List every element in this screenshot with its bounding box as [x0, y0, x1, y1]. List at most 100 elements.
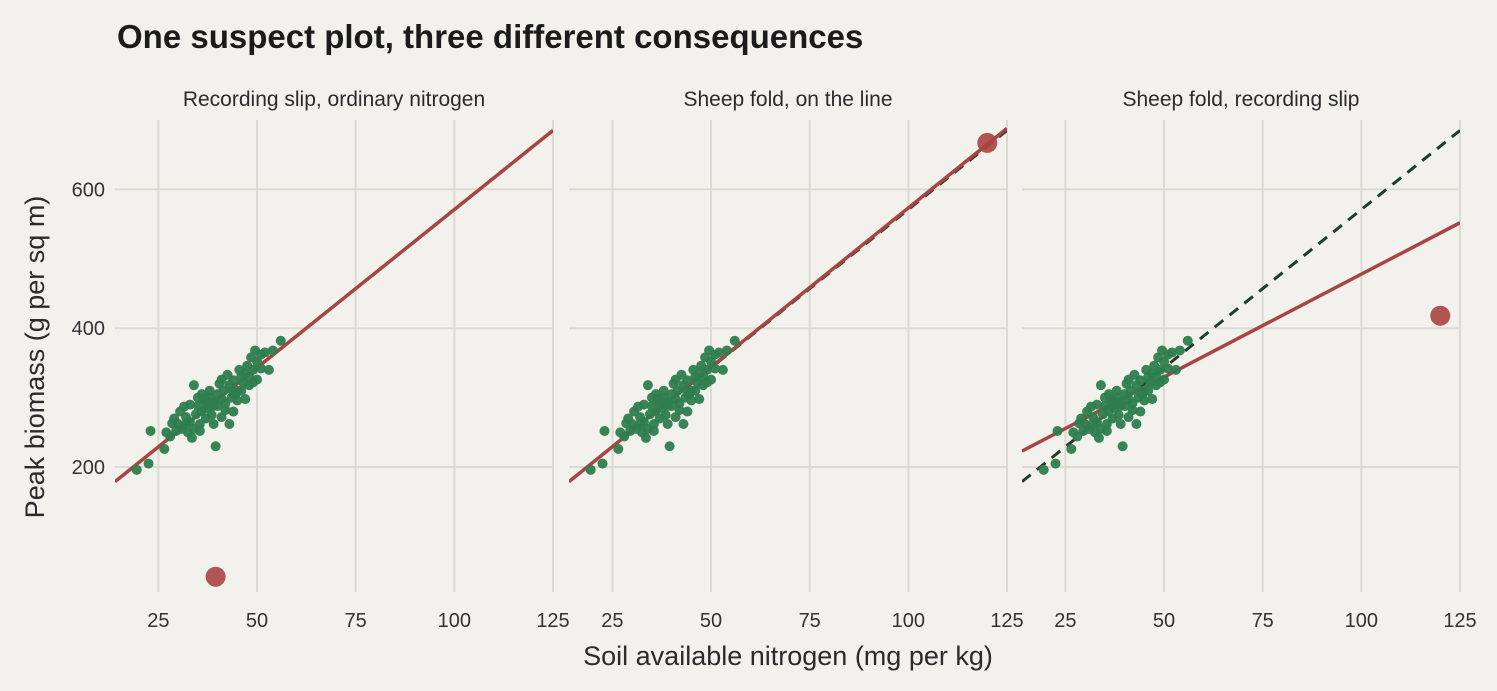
data-point [710, 363, 720, 374]
data-point [1107, 395, 1118, 406]
data-point [1115, 419, 1126, 430]
data-point [194, 425, 205, 436]
facet-title: Sheep fold, recording slip [1123, 88, 1360, 111]
data-point [721, 345, 732, 356]
data-point [204, 385, 215, 396]
suspect-point [205, 566, 226, 587]
plot-area [115, 120, 553, 592]
data-point [648, 425, 659, 436]
data-point [208, 400, 219, 411]
data-point [678, 419, 689, 430]
data-point [186, 432, 197, 443]
x-tick-label: 100 [1345, 610, 1378, 632]
suspect-point [977, 132, 998, 153]
data-point [674, 405, 685, 416]
data-point [702, 364, 713, 375]
data-point [224, 419, 235, 430]
data-point [1135, 406, 1146, 417]
data-point [613, 444, 624, 455]
data-point [1111, 385, 1122, 396]
data-point [256, 363, 266, 374]
data-point [252, 374, 263, 385]
data-point [1093, 432, 1104, 443]
data-point [145, 425, 156, 436]
facet-panel: Sheep fold, recording slip 25 50 75 100 125 [1022, 88, 1477, 632]
data-point [1066, 444, 1077, 455]
data-point [228, 406, 239, 417]
data-point [228, 375, 239, 386]
data-point [248, 364, 259, 375]
data-point [1135, 387, 1146, 398]
data-point [640, 432, 651, 443]
data-point [660, 410, 671, 420]
x-axis-title: Soil available nitrogen (mg per kg) [583, 641, 993, 671]
x-tick-label: 125 [990, 610, 1023, 632]
plot-area [1022, 120, 1460, 592]
data-point [263, 364, 274, 375]
data-point [654, 395, 665, 406]
data-points [131, 335, 286, 475]
data-point [216, 374, 227, 385]
refit-line [1022, 221, 1460, 453]
data-point [713, 347, 724, 358]
data-point [706, 374, 717, 385]
facet-panels: Recording slip, ordinary nitrogen 25 50 75 1… [72, 88, 1477, 632]
facet-panel: Recording slip, ordinary nitrogen 25 50 75 1… [72, 88, 570, 632]
data-point [597, 458, 608, 469]
data-point [1135, 375, 1146, 386]
x-tick-label: 100 [438, 610, 471, 632]
data-point [658, 385, 669, 396]
data-point [1101, 425, 1112, 436]
data-point [1123, 374, 1134, 385]
facet-title: Sheep fold, on the line [684, 88, 893, 111]
x-tick-label: 25 [1054, 610, 1076, 632]
data-point [1147, 394, 1158, 405]
data-point [662, 419, 673, 430]
data-point [638, 399, 649, 410]
x-tick-label: 75 [799, 610, 821, 632]
data-point [1131, 419, 1142, 430]
data-point [131, 464, 142, 475]
x-tick-label: 50 [246, 610, 268, 632]
data-point [228, 387, 239, 398]
data-point [220, 405, 231, 416]
data-point [188, 380, 199, 391]
data-point [184, 399, 195, 410]
data-point [694, 394, 705, 405]
data-point [599, 425, 610, 436]
data-points [585, 335, 740, 475]
data-point [259, 347, 270, 358]
data-point [1139, 395, 1150, 406]
y-tick-label: 200 [72, 457, 105, 479]
data-point [200, 395, 211, 406]
data-point [662, 400, 673, 411]
data-point [1117, 441, 1128, 452]
data-point [1163, 363, 1173, 374]
data-point [682, 406, 693, 417]
data-point [143, 458, 154, 469]
data-point [1095, 380, 1106, 391]
data-point [1143, 385, 1154, 396]
data-point [717, 364, 728, 375]
data-point [682, 387, 693, 398]
data-point [1174, 345, 1185, 356]
data-point [267, 345, 278, 356]
data-point [1052, 425, 1063, 436]
data-point [682, 375, 693, 386]
x-tick-label: 75 [345, 610, 367, 632]
data-point [686, 395, 697, 406]
facet-panel: Sheep fold, on the line 25 50 75 100 125 [569, 88, 1024, 632]
suspect-point [1430, 305, 1451, 326]
data-point [664, 441, 675, 452]
data-point [1159, 374, 1170, 385]
x-tick-label: 50 [700, 610, 722, 632]
plot-area [569, 120, 1007, 592]
x-tick-label: 125 [536, 610, 569, 632]
data-point [670, 374, 681, 385]
x-tick-label: 50 [1153, 610, 1175, 632]
data-points [1038, 335, 1193, 475]
x-tick-label: 25 [601, 610, 623, 632]
data-point [1113, 410, 1124, 420]
data-point [240, 394, 251, 405]
